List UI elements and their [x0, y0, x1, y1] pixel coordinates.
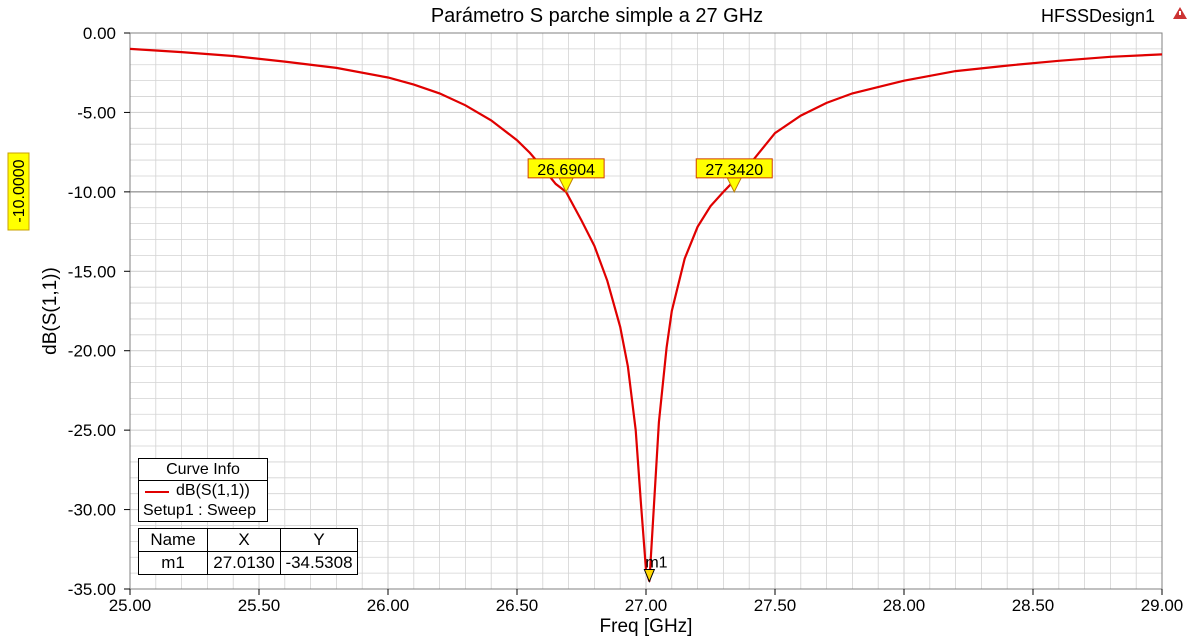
- x-tick-label: 26.00: [367, 596, 410, 615]
- legend-swatch: [145, 491, 169, 493]
- y-axis-label: dB(S(1,1)): [40, 267, 61, 355]
- col-header-x: X: [207, 528, 281, 552]
- y-tick-label: -25.00: [68, 421, 116, 440]
- y-tick-label: -30.00: [68, 501, 116, 520]
- y-tick-label: -20.00: [68, 342, 116, 361]
- col-header-name: Name: [138, 528, 208, 552]
- x-tick-label: 29.00: [1141, 596, 1184, 615]
- x-tick-label: 25.50: [238, 596, 281, 615]
- y-tick-label: -5.00: [77, 103, 116, 122]
- x-tick-label: 28.00: [883, 596, 926, 615]
- marker-m1-label: m1: [645, 555, 667, 572]
- marker-y-cell: -34.5308: [280, 551, 358, 575]
- design-name: HFSSDesign1: [1041, 6, 1155, 26]
- marker-layer: 26.6904 27.3420 m1: [527, 158, 773, 583]
- marker-table-row: m1 27.0130 -34.5308: [138, 551, 358, 575]
- x-tick-label: 27.00: [625, 596, 668, 615]
- chart-title: Parámetro S parche simple a 27 GHz: [431, 5, 763, 27]
- legend-series-name: dB(S(1,1)): [176, 482, 250, 499]
- legend-entry-row: dB(S(1,1)): [139, 481, 267, 501]
- x-tick-label: 26.50: [496, 596, 539, 615]
- marker-value-box[interactable]: [695, 158, 773, 179]
- grid-layer: [130, 33, 1162, 589]
- series-line[interactable]: [129, 47, 1163, 582]
- hline-value-badge[interactable]: -10.0000: [7, 152, 30, 231]
- x-tick-label: 25.00: [109, 596, 152, 615]
- x-axis-label: Freq [GHz]: [600, 616, 693, 637]
- marker-x-cell: 27.0130: [207, 551, 281, 575]
- x-tick-label: 28.50: [1012, 596, 1055, 615]
- marker-m1-triangle[interactable]: [643, 569, 656, 583]
- col-header-y: Y: [280, 528, 358, 552]
- marker-value-box[interactable]: [527, 158, 605, 179]
- marker-value-label: 27.3420: [705, 162, 763, 179]
- curve-info-legend[interactable]: Curve Info dB(S(1,1)) Setup1 : Sweep: [138, 458, 268, 522]
- legend-header: Curve Info: [139, 459, 267, 481]
- marker-table-header: Name X Y: [138, 528, 358, 552]
- warning-icon[interactable]: [1173, 7, 1187, 19]
- hline-value-label: -10.0000: [11, 159, 28, 222]
- y-tick-label: -10.00: [68, 183, 116, 202]
- y-tick-label: 0.00: [83, 24, 116, 43]
- legend-setup: Setup1 : Sweep: [143, 502, 256, 519]
- x-tick-label: 27.50: [754, 596, 797, 615]
- marker-table[interactable]: Name X Y m1 27.0130 -34.5308: [138, 528, 358, 575]
- tick-layer: 25.00 25.50 26.00 26.50 27.00 27.50 28.00 28.50…: [68, 24, 1183, 615]
- y-tick-label: -15.00: [68, 262, 116, 281]
- marker-value-label: 26.6904: [537, 162, 595, 179]
- marker-name-cell: m1: [138, 551, 208, 575]
- marker-triangle[interactable]: [558, 177, 574, 193]
- y-tick-label: -35.00: [68, 580, 116, 599]
